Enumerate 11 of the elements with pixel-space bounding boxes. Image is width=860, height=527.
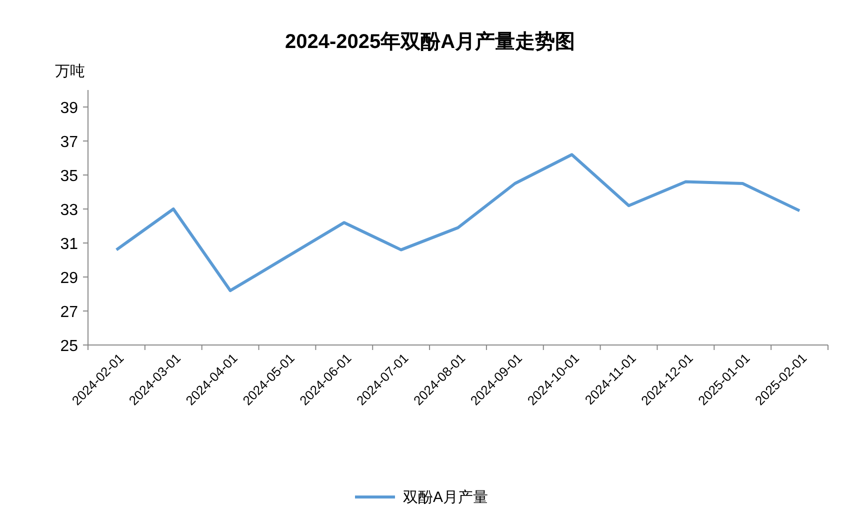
legend-label: 双酚A月产量 xyxy=(403,489,488,506)
ytick: 25 xyxy=(60,338,78,355)
ytick: 27 xyxy=(60,304,78,321)
ylabel: 万吨 xyxy=(55,63,85,80)
ytick: 31 xyxy=(60,236,78,253)
ytick: 35 xyxy=(60,168,78,185)
title: 2024-2025年双酚A月产量走势图 xyxy=(284,31,576,53)
ytick: 33 xyxy=(60,202,78,219)
ytick: 37 xyxy=(60,134,78,151)
ytick: 29 xyxy=(60,270,78,287)
ytick: 39 xyxy=(60,100,78,117)
